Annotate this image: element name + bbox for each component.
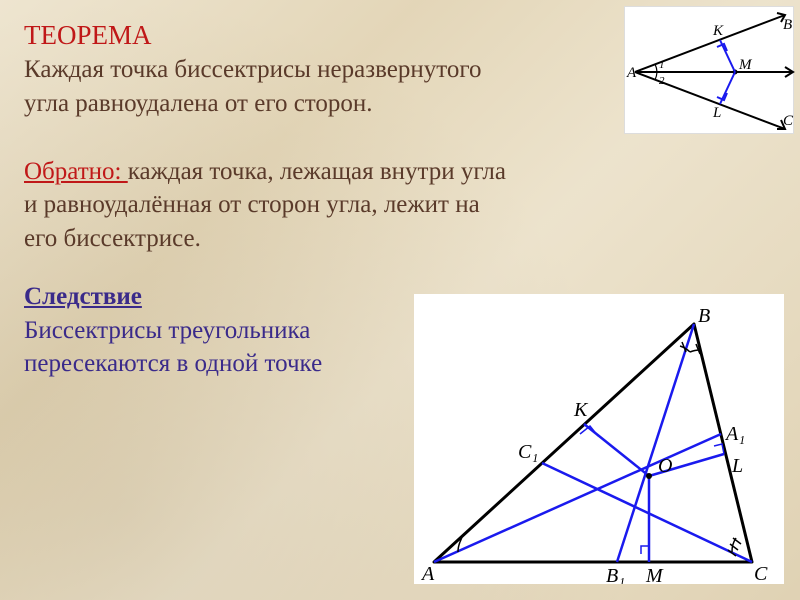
- theorem-line2: угла равноудалена от его сторон.: [24, 90, 373, 117]
- triangle-ABC: [434, 324, 752, 562]
- angle-arc-1: [655, 64, 657, 72]
- label-K: K: [573, 399, 589, 421]
- theorem-line1: Каждая точка биссектрисы неразвернутого: [24, 56, 481, 83]
- label-M: M: [738, 57, 753, 73]
- right-angle-K: [717, 44, 727, 51]
- ray-AB: [635, 15, 785, 72]
- label-L: L: [712, 105, 721, 121]
- label-C: C: [783, 113, 794, 129]
- label-K: K: [712, 23, 724, 39]
- label-2: 2: [659, 75, 665, 87]
- point-O: [646, 473, 652, 479]
- label-A: A: [626, 65, 637, 81]
- label-B: B: [698, 305, 710, 327]
- triangle-bisectors-diagram: A B C A₁ B₁ C₁ K L M O: [414, 294, 784, 584]
- label-A1: A₁: [724, 423, 745, 445]
- label-B: B: [783, 17, 792, 33]
- corollary-line1: Биссектрисы треугольника: [24, 317, 310, 344]
- angle-arc-2: [655, 72, 657, 80]
- label-M: M: [645, 565, 664, 584]
- ray-AC: [635, 72, 785, 129]
- converse-block: Обратно: каждая точка, лежащая внутри уг…: [24, 155, 644, 256]
- label-C1: C₁: [518, 441, 538, 463]
- angle-bisector-diagram: A B C K L M 1 2: [624, 6, 794, 134]
- label-1: 1: [659, 59, 665, 71]
- right-angle-L: [714, 444, 724, 454]
- converse-line1: каждая точка, лежащая внутри угла: [128, 158, 506, 185]
- label-A: A: [420, 563, 435, 584]
- theorem-body: Каждая точка биссектрисы неразвернутого …: [24, 53, 584, 121]
- right-angle-L: [717, 93, 727, 100]
- corollary-line2: пересекаются в одной точке: [24, 350, 322, 377]
- label-L: L: [731, 455, 743, 477]
- converse-line3: его биссектрисе.: [24, 225, 201, 252]
- converse-line2: и равноудалённая от сторон угла, лежит н…: [24, 191, 480, 218]
- converse-lead: Обратно:: [24, 158, 128, 185]
- label-C: C: [754, 563, 768, 584]
- label-B1: B₁: [606, 565, 625, 584]
- bisector-A: [434, 434, 721, 562]
- label-O: O: [658, 455, 672, 477]
